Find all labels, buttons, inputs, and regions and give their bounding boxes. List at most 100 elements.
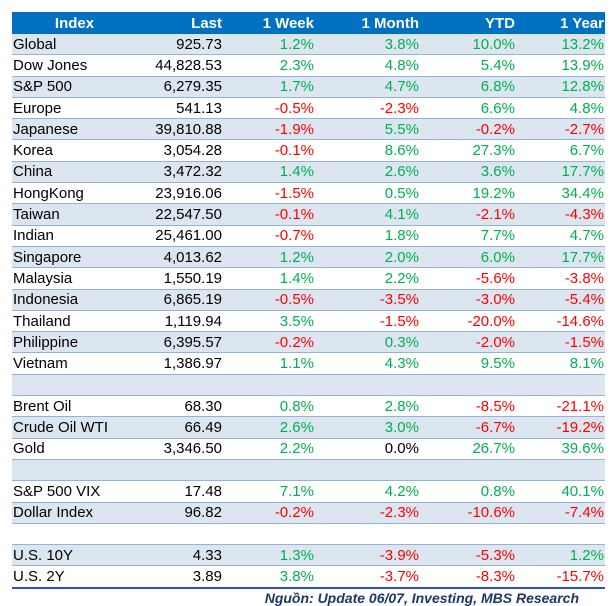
- pct-change: -2.3%: [315, 502, 420, 524]
- index-name: Gold: [12, 438, 137, 460]
- index-name: S&P 500: [12, 76, 137, 98]
- pct-change: -5.6%: [420, 267, 516, 290]
- pct-change: -10.6%: [420, 502, 516, 524]
- pct-change: 5.5%: [315, 118, 420, 141]
- pct-change: 8.6%: [315, 139, 420, 162]
- pct-change: -3.8%: [516, 267, 605, 290]
- pct-change: 1.7%: [223, 76, 315, 98]
- pct-change: -3.5%: [315, 289, 420, 311]
- index-name: Japanese: [12, 118, 137, 141]
- pct-change: -0.2%: [420, 118, 516, 141]
- pct-change: -2.7%: [516, 118, 605, 141]
- pct-change: 4.8%: [516, 97, 605, 120]
- pct-change: 40.1%: [516, 480, 605, 503]
- pct-change: 34.4%: [516, 182, 605, 205]
- col-header-1year: 1 Year: [516, 12, 605, 34]
- pct-change: -20.0%: [420, 310, 516, 333]
- pct-change: -0.1%: [223, 139, 315, 162]
- col-header-1week: 1 Week: [223, 12, 315, 34]
- index-name: Indian: [12, 225, 137, 247]
- last-value: 23,916.06: [137, 182, 223, 205]
- pct-change: 8.1%: [516, 352, 605, 375]
- table-row: S&P 500 VIX 17.48 7.1% 4.2% 0.8% 40.1%: [12, 480, 605, 503]
- index-name: Brent Oil: [12, 395, 137, 418]
- pct-change: 2.3%: [223, 54, 315, 77]
- pct-change: 3.5%: [223, 310, 315, 333]
- pct-change: -1.5%: [315, 310, 420, 333]
- index-name: Dow Jones: [12, 54, 137, 77]
- pct-change: -8.5%: [420, 395, 516, 418]
- table-row: Dollar Index 96.82 -0.2% -2.3% -10.6% -7.4%: [12, 502, 605, 524]
- pct-change: 7.7%: [420, 225, 516, 247]
- last-value: 17.48: [137, 480, 223, 503]
- pct-change: 27.3%: [420, 139, 516, 162]
- pct-change: 1.2%: [516, 544, 605, 567]
- source-note: Nguồn: Update 06/07, Investing, MBS Rese…: [264, 590, 579, 606]
- index-name: Philippine: [12, 331, 137, 354]
- pct-change: 4.2%: [315, 480, 420, 503]
- table-row: U.S. 2Y 3.89 3.8% -3.7% -8.3% -15.7%: [12, 565, 605, 589]
- pct-change: [420, 374, 516, 397]
- pct-change: [315, 459, 420, 482]
- pct-change: 17.7%: [516, 161, 605, 184]
- table-row: Brent Oil 68.30 0.8% 2.8% -8.5% -21.1%: [12, 395, 605, 418]
- pct-change: -0.5%: [223, 289, 315, 311]
- last-value: 4.33: [137, 544, 223, 567]
- last-value: 1,550.19: [137, 267, 223, 290]
- pct-change: 5.4%: [420, 54, 516, 77]
- pct-change: 3.0%: [315, 416, 420, 439]
- pct-change: -3.9%: [315, 544, 420, 567]
- pct-change: -1.5%: [223, 182, 315, 205]
- pct-change: [315, 523, 420, 546]
- pct-change: -5.3%: [420, 544, 516, 567]
- last-value: 22,547.50: [137, 203, 223, 226]
- pct-change: 2.8%: [315, 395, 420, 418]
- spacer-row: [12, 523, 605, 546]
- last-value: 25,461.00: [137, 225, 223, 247]
- pct-change: 0.8%: [223, 395, 315, 418]
- pct-change: 10.0%: [420, 34, 516, 56]
- pct-change: 0.0%: [315, 438, 420, 460]
- pct-change: -1.9%: [223, 118, 315, 141]
- pct-change: [420, 459, 516, 482]
- col-header-ytd: YTD: [420, 12, 516, 34]
- table-row: Vietnam 1,386.97 1.1% 4.3% 9.5% 8.1%: [12, 352, 605, 375]
- pct-change: 1.3%: [223, 544, 315, 567]
- pct-change: -0.2%: [223, 331, 315, 354]
- last-value: 3,346.50: [137, 438, 223, 460]
- last-value: [137, 374, 223, 397]
- index-name: Malaysia: [12, 267, 137, 290]
- last-value: 66.49: [137, 416, 223, 439]
- last-value: 96.82: [137, 502, 223, 524]
- pct-change: 17.7%: [516, 246, 605, 269]
- table-row: Indian 25,461.00 -0.7% 1.8% 7.7% 4.7%: [12, 225, 605, 247]
- last-value: 3,472.32: [137, 161, 223, 184]
- table-row: Thailand 1,119.94 3.5% -1.5% -20.0% -14.6%: [12, 310, 605, 333]
- pct-change: -14.6%: [516, 310, 605, 333]
- last-value: [137, 459, 223, 482]
- table-row: Singapore 4,013.62 1.2% 2.0% 6.0% 17.7%: [12, 246, 605, 269]
- pct-change: 4.1%: [315, 203, 420, 226]
- pct-change: 12.8%: [516, 76, 605, 98]
- table-row: China 3,472.32 1.4% 2.6% 3.6% 17.7%: [12, 161, 605, 184]
- pct-change: -2.3%: [315, 97, 420, 120]
- index-name: HongKong: [12, 182, 137, 205]
- table-row: Philippine 6,395.57 -0.2% 0.3% -2.0% -1.5%: [12, 331, 605, 354]
- pct-change: 6.7%: [516, 139, 605, 162]
- index-name: Vietnam: [12, 352, 137, 375]
- pct-change: -0.7%: [223, 225, 315, 247]
- pct-change: 3.8%: [223, 565, 315, 589]
- pct-change: -3.0%: [420, 289, 516, 311]
- index-name: Indonesia: [12, 289, 137, 311]
- pct-change: [516, 374, 605, 397]
- last-value: 1,386.97: [137, 352, 223, 375]
- last-value: 925.73: [137, 34, 223, 56]
- pct-change: -0.5%: [223, 97, 315, 120]
- index-name: U.S. 10Y: [12, 544, 137, 567]
- index-name: [12, 523, 137, 546]
- pct-change: 1.4%: [223, 267, 315, 290]
- pct-change: 13.2%: [516, 34, 605, 56]
- index-name: Crude Oil WTI: [12, 416, 137, 439]
- index-name: Thailand: [12, 310, 137, 333]
- pct-change: -6.7%: [420, 416, 516, 439]
